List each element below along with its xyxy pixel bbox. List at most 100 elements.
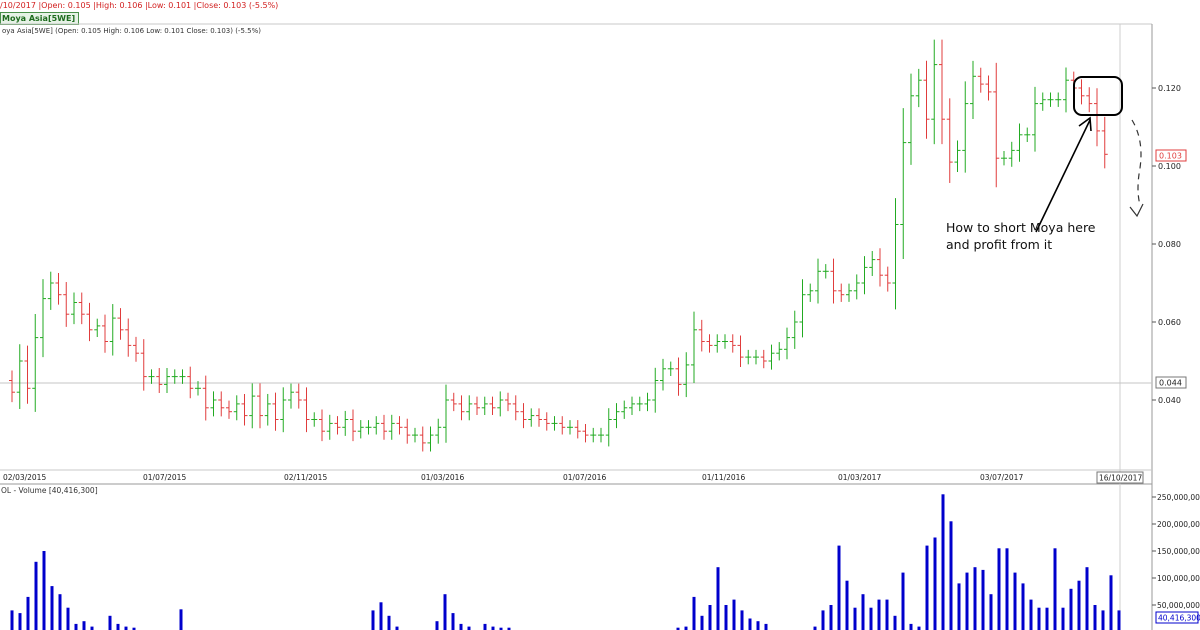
ohlc-bar	[280, 387, 287, 433]
ohlc-bar	[954, 140, 961, 173]
ohlc-bar	[559, 416, 566, 435]
ohlc-bar	[776, 342, 783, 361]
volume-bar	[42, 551, 46, 630]
ohlc-bar	[598, 427, 604, 443]
ohlc-bar	[675, 357, 682, 396]
volume-axis: 50,000,000 100,000,000 150,000,000 200,0…	[1152, 493, 1200, 624]
date-axis: 02/03/2015 01/07/2015 02/11/2015 01/03/2…	[3, 471, 1144, 484]
ohlc-bar	[753, 349, 759, 365]
ohlc-bar	[838, 283, 845, 302]
ohlc-bar	[946, 98, 953, 183]
crosshair-price-label: 0.044	[1159, 379, 1182, 388]
ohlc-bar	[1086, 87, 1093, 113]
ohlc-bar	[202, 375, 209, 421]
ohlc-bar	[373, 416, 380, 435]
volume-bar	[1117, 610, 1121, 630]
ohlc-bar	[164, 368, 170, 393]
ohlc-bar	[63, 282, 70, 327]
ohlc-bar	[481, 396, 488, 416]
ohlc-bar	[745, 349, 752, 365]
volume-bar	[483, 623, 487, 630]
ohlc-bar	[474, 396, 480, 416]
volume-bar	[491, 626, 495, 630]
ohlc-bar	[311, 412, 318, 427]
ohlc-bar	[970, 60, 976, 120]
volume-tick-label: 50,000,000	[1157, 601, 1200, 610]
volume-bar	[1029, 599, 1033, 630]
date-label: 03/07/2017	[980, 473, 1023, 482]
ohlc-bar	[125, 318, 132, 357]
ohlc-bar	[962, 81, 969, 173]
volume-bar	[748, 618, 752, 630]
ohlc-bar	[714, 334, 721, 353]
arrow-head	[1078, 116, 1092, 132]
ohlc-bar	[1063, 67, 1069, 113]
ohlc-bar	[644, 392, 651, 412]
volume-bar	[821, 610, 825, 630]
ohlc-bar	[435, 418, 442, 444]
ohlc-bar	[404, 418, 411, 444]
volume-bar	[1037, 607, 1041, 630]
volume-bar	[941, 494, 945, 630]
ohlc-bar	[590, 427, 597, 443]
ohlc-bar	[853, 274, 860, 300]
volume-bar	[700, 615, 704, 630]
volume-bar	[1077, 580, 1081, 630]
ohlc-bar	[768, 344, 775, 370]
ohlc-bar	[427, 426, 434, 452]
volume-bar	[467, 626, 471, 630]
ohlc-bar	[760, 349, 767, 369]
volume-bar	[893, 615, 897, 630]
ohlc-bar	[629, 396, 635, 416]
ohlc-series	[9, 39, 1108, 452]
ohlc-bar	[195, 381, 201, 396]
date-label: 02/11/2015	[284, 473, 327, 482]
volume-bar	[877, 599, 881, 630]
ohlc-bar	[985, 75, 992, 101]
current-date-label: 16/10/2017	[1099, 474, 1142, 483]
ohlc-bar	[32, 314, 39, 412]
volume-bar	[108, 615, 112, 630]
volume-bar	[724, 605, 728, 630]
price-tick-label: 0.060	[1158, 318, 1181, 327]
ohlc-bar	[1008, 141, 1015, 167]
ohlc-bar	[218, 391, 225, 417]
ohlc-bar	[822, 264, 829, 279]
ohlc-bar	[667, 361, 674, 377]
ohlc-bar	[497, 391, 504, 417]
date-label: 02/03/2015	[3, 473, 46, 482]
volume-bar	[459, 623, 463, 630]
volume-tick-label: 200,000,000	[1157, 520, 1200, 529]
symbol-badge[interactable]: Moya Asia[5WE]	[0, 12, 80, 25]
ohlc-bar	[722, 334, 728, 349]
ohlc-bar	[241, 393, 248, 426]
ohlc-bar	[1055, 92, 1062, 107]
ohlc-bar	[1024, 127, 1031, 143]
ohlc-bar	[342, 410, 349, 436]
ohlc-bar	[923, 60, 930, 139]
ohlc-bar	[683, 352, 690, 398]
ohlc-bar	[908, 73, 914, 165]
ohlc-bar	[412, 427, 418, 443]
highlight-box	[1073, 76, 1123, 116]
volume-bar	[957, 583, 961, 630]
ohlc-bar	[605, 408, 612, 447]
volume-tick-label: 100,000,000	[1157, 574, 1200, 583]
ohlc-bar	[830, 258, 837, 304]
ohlc-bar	[326, 414, 333, 440]
ohlc-bar	[846, 283, 852, 302]
price-tick-label: 0.120	[1158, 84, 1181, 93]
ohlc-bar	[1094, 88, 1100, 147]
ohlc-bar	[249, 383, 256, 429]
ohlc-bar	[505, 392, 511, 412]
volume-bar	[1005, 548, 1009, 630]
volume-bar	[116, 623, 120, 630]
ohlc-bar	[977, 67, 984, 93]
volume-bar	[861, 594, 865, 630]
ohlc-caption: oya Asia[5WE] (Open: 0.105 High: 0.106 L…	[2, 27, 261, 35]
volume-bar	[395, 626, 399, 630]
ohlc-bar	[40, 279, 46, 358]
volume-bar	[379, 602, 383, 630]
volume-bar	[869, 607, 873, 630]
